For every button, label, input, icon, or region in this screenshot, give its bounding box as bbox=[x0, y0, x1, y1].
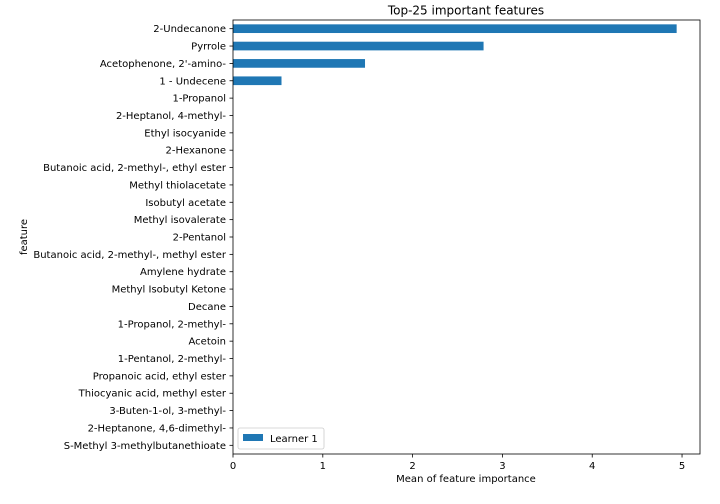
y-tick-label: Butanoic acid, 2-methyl-, ethyl ester bbox=[43, 163, 227, 174]
y-tick-label: S-Methyl 3-methylbutanethioate bbox=[64, 441, 226, 452]
y-tick-label: Isobutyl acetate bbox=[145, 198, 226, 209]
bar-acetophenone-2-amino bbox=[233, 59, 366, 68]
x-axis-label: Mean of feature importance bbox=[396, 474, 536, 485]
bar-pyrrole bbox=[233, 41, 484, 51]
plot-frame bbox=[232, 19, 701, 455]
y-tick-label: Pyrrole bbox=[191, 42, 226, 53]
x-tick-label: 2 bbox=[409, 461, 415, 472]
legend-swatch-learner-1 bbox=[243, 434, 263, 441]
chart-title: Top-25 important features bbox=[387, 4, 544, 18]
y-tick-label: 2-Heptanol, 4-methyl- bbox=[116, 111, 226, 122]
y-tick-label: Propanoic acid, ethyl ester bbox=[93, 371, 227, 382]
y-tick-label: 1 - Undecene bbox=[159, 76, 226, 87]
y-tick-label: Acetophenone, 2'-amino- bbox=[100, 59, 227, 70]
legend-label-learner-1: Learner 1 bbox=[270, 434, 318, 445]
y-tick-label: 1-Propanol bbox=[172, 94, 226, 105]
bars-group bbox=[233, 24, 677, 86]
y-tick-label: Amylene hydrate bbox=[140, 267, 226, 278]
legend: Learner 1 bbox=[237, 427, 325, 450]
x-axis-ticks: 0 1 2 3 4 5 bbox=[230, 454, 685, 472]
y-tick-label: Methyl Isobutyl Ketone bbox=[112, 285, 226, 296]
x-tick-label: 4 bbox=[589, 461, 595, 472]
legend-box bbox=[237, 427, 325, 450]
bar-2-undecanone bbox=[233, 24, 677, 34]
x-tick-label: 5 bbox=[679, 461, 685, 472]
y-tick-label: 1-Pentanol, 2-methyl- bbox=[118, 354, 227, 365]
y-tick-label: Ethyl isocyanide bbox=[144, 128, 226, 139]
bar-1-undecene bbox=[233, 76, 282, 86]
y-tick-label: Acetoin bbox=[189, 337, 226, 348]
y-tick-label: Methyl isovalerate bbox=[134, 215, 226, 226]
y-axis-label: feature bbox=[19, 219, 30, 255]
y-tick-label: 3-Buten-1-ol, 3-methyl- bbox=[109, 406, 226, 417]
x-tick-label: 3 bbox=[499, 461, 505, 472]
y-tick-label: 2-Pentanol bbox=[173, 233, 226, 244]
y-tick-label: Thiocyanic acid, methyl ester bbox=[78, 389, 227, 400]
y-tick-label: Butanoic acid, 2-methyl-, methyl ester bbox=[33, 250, 227, 261]
y-tick-label: 2-Hexanone bbox=[166, 146, 226, 157]
y-tick-label: 2-Heptanone, 4,6-dimethyl- bbox=[88, 423, 227, 434]
y-tick-label: Decane bbox=[188, 302, 226, 313]
x-tick-label: 0 bbox=[230, 461, 236, 472]
x-tick-label: 1 bbox=[320, 461, 326, 472]
y-tick-label: Methyl thiolacetate bbox=[129, 180, 226, 191]
y-axis-ticks: 2-Undecanone Pyrrole Acetophenone, 2'-amin… bbox=[33, 24, 233, 452]
y-tick-label: 2-Undecanone bbox=[153, 24, 226, 35]
y-tick-label: 1-Propanol, 2-methyl- bbox=[118, 319, 227, 330]
